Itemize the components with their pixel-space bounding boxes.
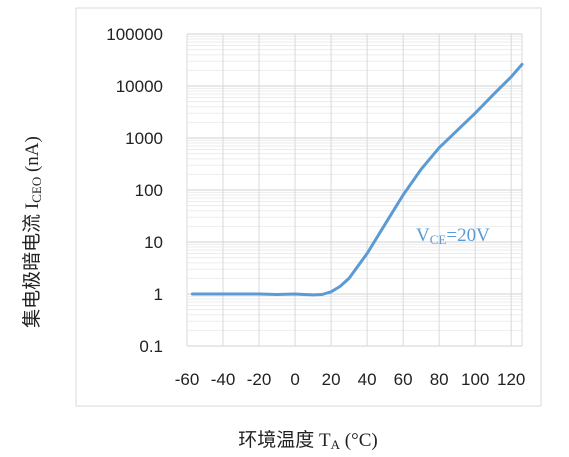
y-tick-label: 100: [135, 181, 163, 200]
x-tick-label: 80: [430, 370, 449, 389]
x-tick-label: -60: [175, 370, 200, 389]
y-tick-label: 100000: [106, 25, 163, 44]
y-tick-label: 10000: [116, 77, 163, 96]
y-tick-label: 1000: [125, 129, 163, 148]
x-tick-label: 120: [497, 370, 525, 389]
series-group: [190, 62, 524, 297]
y-tick-label: 0.1: [139, 337, 163, 356]
x-tick-label: 100: [461, 370, 489, 389]
series-line: [190, 62, 524, 297]
y-tick-label: 1: [154, 285, 163, 304]
x-axis-title: 环境温度 TA (°C): [238, 429, 377, 452]
x-tick-label: -20: [247, 370, 272, 389]
chart-frame: [75, 7, 542, 407]
y-tick-label: 10: [144, 233, 163, 252]
x-tick-label: 40: [358, 370, 377, 389]
x-tick-labels: -60 -40 -20 0 20 40 60 80 100 120: [175, 370, 526, 389]
x-tick-label: 20: [322, 370, 341, 389]
x-tick-label: 0: [290, 370, 299, 389]
series-annotation: VCE=20V: [416, 225, 490, 247]
x-tick-label: 60: [394, 370, 413, 389]
x-tick-label: -40: [211, 370, 236, 389]
y-axis-title: 集电极暗电流 ICEO (nA): [21, 136, 44, 328]
y-tick-labels: 0.1 1 10 100 1000 10000 100000: [106, 25, 163, 356]
